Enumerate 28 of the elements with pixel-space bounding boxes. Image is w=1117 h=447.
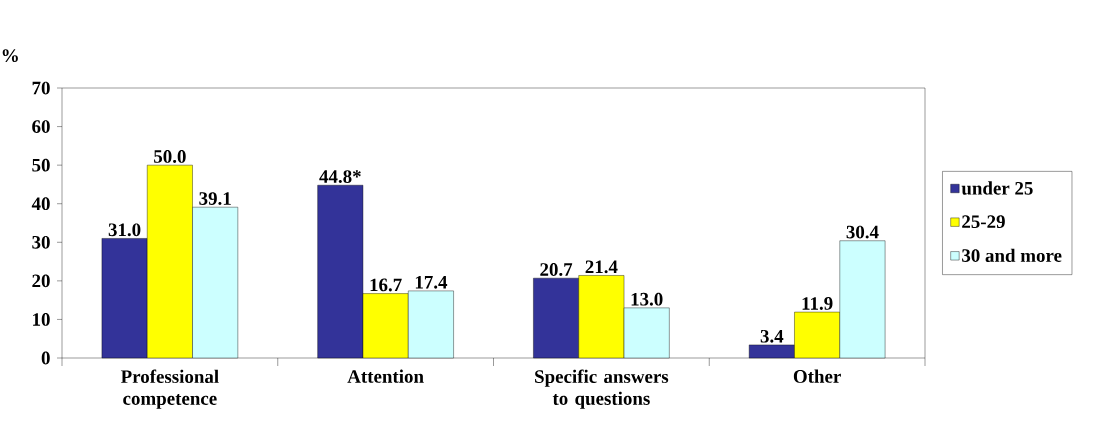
- data-label: 13.0: [631, 292, 663, 306]
- y-tick-label: 10: [33, 313, 50, 326]
- x-tick-label: Specific answers to questions: [535, 369, 669, 409]
- y-tick-label: 0: [41, 351, 50, 365]
- x-tick-label: Attention: [347, 369, 424, 383]
- data-label: 31.0: [108, 223, 141, 237]
- data-label: 21.4: [585, 260, 618, 274]
- data-label: 30.4: [846, 225, 879, 239]
- legend-label: 25-29: [962, 215, 1005, 229]
- data-label: 17.4: [415, 275, 448, 289]
- x-tick-label: Other: [793, 369, 841, 383]
- data-label: 16.7: [370, 278, 402, 292]
- y-tick-label: 30: [32, 235, 50, 249]
- y-tick-label: 20: [32, 274, 50, 288]
- data-label: 44.8*: [319, 170, 361, 183]
- y-axis-title: %: [2, 49, 18, 63]
- x-tick-label: Professional competence: [120, 369, 219, 409]
- y-tick-label: 50: [32, 158, 50, 172]
- data-label: 39.1: [199, 192, 231, 205]
- data-label: 3.4: [760, 329, 784, 343]
- legend-label: under 25: [961, 181, 1033, 195]
- legend-label: 30 and more: [962, 248, 1062, 262]
- y-tick-label: 40: [31, 197, 50, 211]
- y-tick-label: 60: [32, 120, 50, 133]
- data-label: 50.0: [154, 150, 186, 163]
- data-label: 20.7: [540, 263, 573, 276]
- data-label: 11.9: [802, 297, 833, 310]
- y-tick-label: 70: [32, 81, 50, 95]
